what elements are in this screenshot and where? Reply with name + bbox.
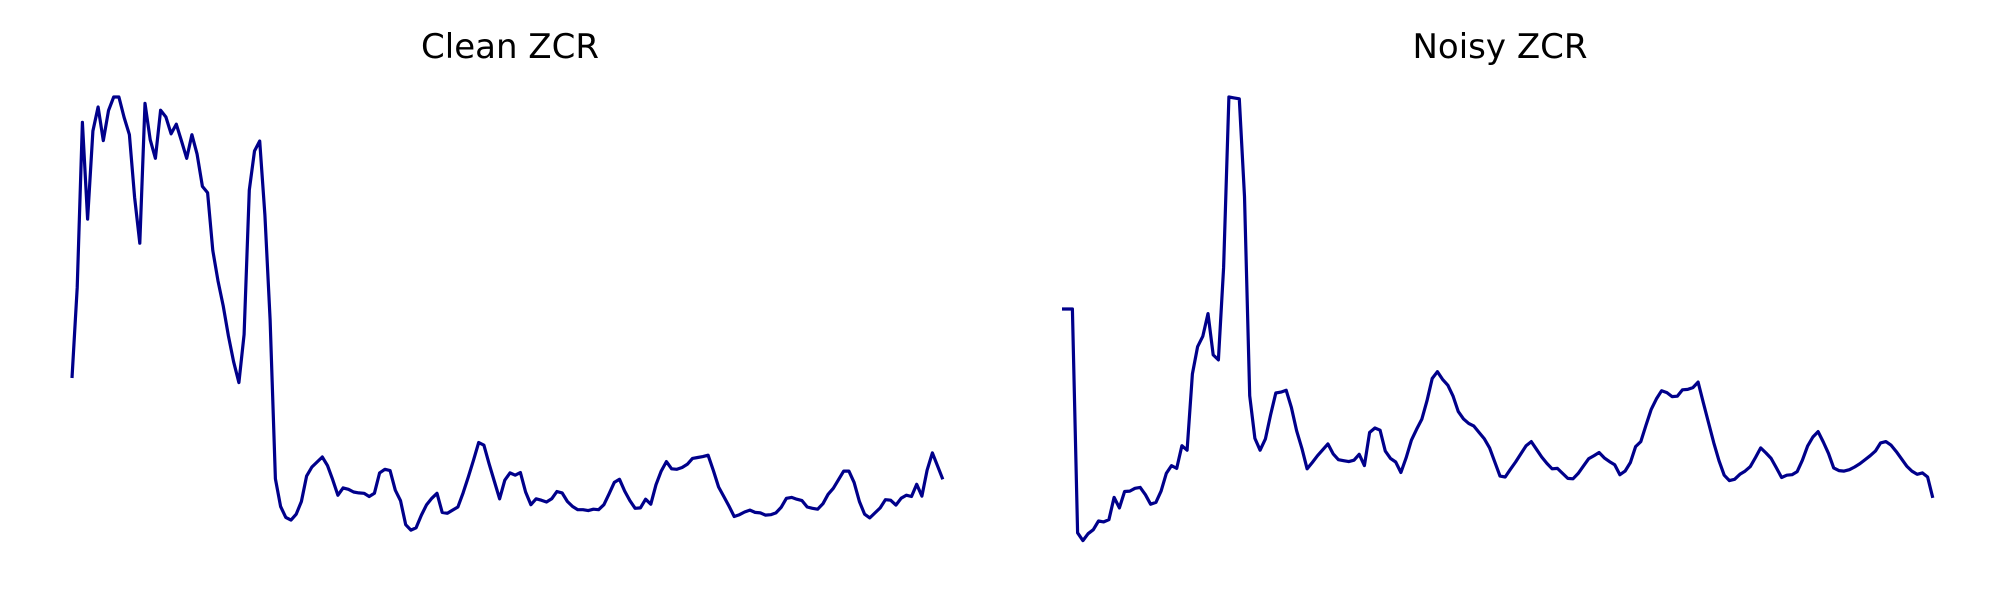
- panel-clean-zcr: Clean ZCR: [70, 27, 945, 532]
- chart-title-noisy: Noisy ZCR: [1413, 27, 1588, 67]
- chart-title-clean: Clean ZCR: [421, 27, 599, 67]
- panel-noisy-zcr: Noisy ZCR: [1062, 27, 1935, 543]
- series-line-noisy-zcr: [1062, 95, 1935, 543]
- series-line-clean-zcr: [70, 95, 945, 532]
